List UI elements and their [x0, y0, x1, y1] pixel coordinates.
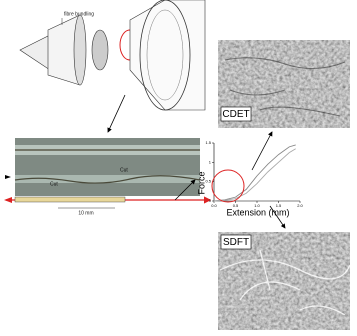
x-axis-label: Extension (mm) [226, 207, 289, 217]
image-label: SDFT [223, 237, 249, 248]
cut-label: Cut [120, 167, 128, 173]
y-tick-label: 1 [209, 159, 212, 164]
image-label: CDET [222, 109, 249, 120]
y-tick-label: 0 [209, 198, 212, 203]
y-axis-label: Force [196, 171, 206, 194]
diagram-label: fibre bundling [64, 11, 94, 17]
data-line [213, 148, 296, 202]
x-tick-label: 2.0 [297, 203, 303, 208]
cut-label: Cut [50, 181, 58, 187]
hierarchy-diagram: fibre bundling [19, 0, 206, 133]
y-tick-label: 1.5 [205, 140, 211, 145]
x-tick-label: 0.5 [233, 203, 239, 208]
tendon-photo: Cut Cut [5, 138, 201, 196]
sem-image-bottom: SDFT [218, 232, 351, 330]
sem-image-top: CDET [218, 40, 350, 128]
arrow [269, 205, 286, 229]
force-chart: Force Extension (mm) 0.0 0.5 1.0 1.5 2.0 0 0.5… [196, 140, 303, 217]
data-line [213, 144, 296, 202]
highlight-circle [211, 169, 245, 203]
scale-label: 10 mm [78, 210, 93, 216]
x-tick-label: 1.5 [276, 203, 282, 208]
x-tick-label: 0.0 [211, 203, 217, 208]
y-tick-label: 0.5 [205, 179, 211, 184]
arrow [174, 179, 196, 201]
arrow [251, 131, 273, 171]
x-tick-label: 1.0 [254, 203, 260, 208]
